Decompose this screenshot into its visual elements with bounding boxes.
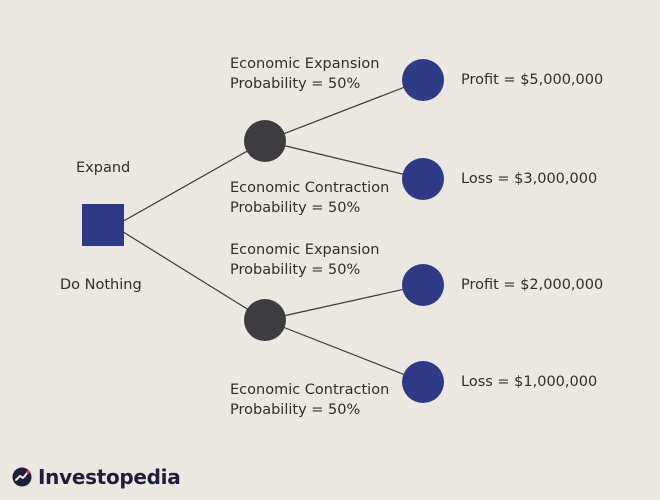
- decision-label-expand: Expand: [76, 160, 131, 176]
- edge-chance-top-to-outcome-2: [264, 140, 424, 180]
- investopedia-logo-icon: [12, 467, 32, 487]
- outcome-label-1: Profit = $5,000,000: [461, 72, 604, 88]
- outcome-label-2: Loss = $3,000,000: [461, 171, 598, 187]
- branch-probability-text: Probability = 50%: [230, 262, 361, 278]
- edge-chance-top-to-outcome-1: [264, 79, 424, 142]
- outcome-node-4: [402, 361, 444, 403]
- outcome-label-4: Loss = $1,000,000: [461, 374, 598, 390]
- edge-chance-bottom-to-outcome-4: [264, 319, 424, 383]
- branch-label-nothing-contraction: Economic Contraction Probability = 50%: [230, 380, 389, 420]
- branch-label-nothing-expansion: Economic Expansion Probability = 50%: [230, 240, 379, 280]
- brand-logo: Investopedia: [12, 462, 181, 492]
- branch-label-expand-expansion: Economic Expansion Probability = 50%: [230, 54, 379, 94]
- branch-probability-text: Probability = 50%: [230, 76, 361, 92]
- chance-node-bottom: [244, 299, 286, 341]
- outcome-node-1: [402, 59, 444, 101]
- branch-event-text: Economic Contraction: [230, 382, 390, 398]
- chance-node-top: [244, 120, 286, 162]
- edge-decision-to-chance-top: [119, 140, 266, 224]
- branch-probability-text: Probability = 50%: [230, 402, 361, 418]
- decision-label-do-nothing: Do Nothing: [60, 277, 142, 293]
- decision-node-square: [82, 204, 124, 246]
- edge-decision-to-chance-bottom: [119, 229, 266, 321]
- branch-event-text: Economic Expansion: [230, 242, 380, 258]
- brand-name: Investopedia: [38, 465, 181, 489]
- branch-event-text: Economic Expansion: [230, 56, 380, 72]
- branch-event-text: Economic Contraction: [230, 180, 390, 196]
- outcome-label-3: Profit = $2,000,000: [461, 277, 604, 293]
- branch-probability-text: Probability = 50%: [230, 200, 361, 216]
- outcome-node-3: [402, 264, 444, 306]
- edge-chance-bottom-to-outcome-3: [264, 284, 424, 321]
- outcome-node-2: [402, 158, 444, 200]
- branch-label-expand-contraction: Economic Contraction Probability = 50%: [230, 178, 389, 218]
